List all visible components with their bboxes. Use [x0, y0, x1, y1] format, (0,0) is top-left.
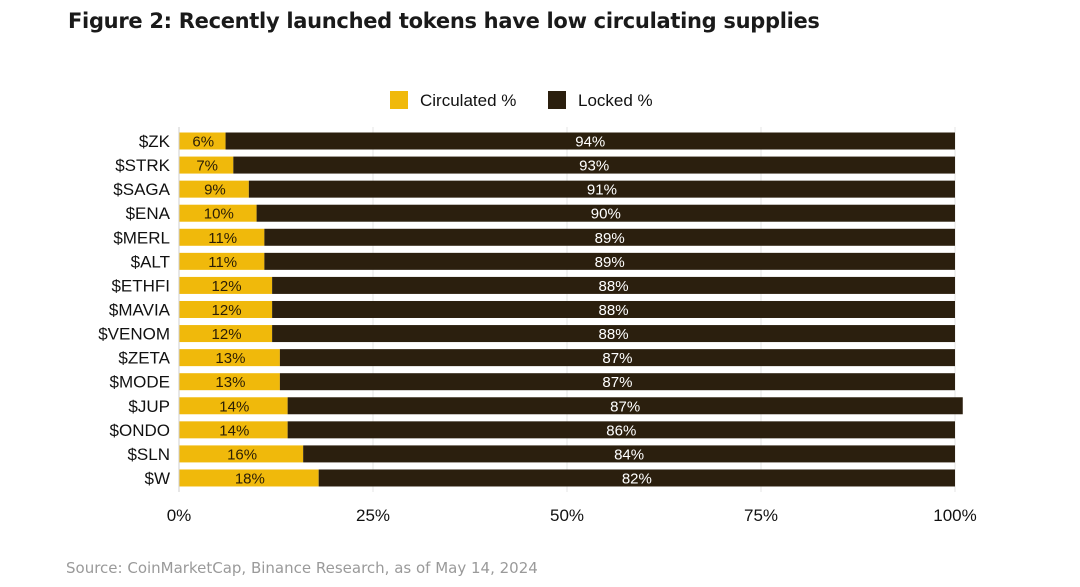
data-label-locked: 87%: [602, 374, 632, 391]
category-label: $MODE: [110, 373, 170, 392]
data-label-circulated: 14%: [219, 398, 249, 415]
data-label-circulated: 13%: [215, 374, 245, 391]
bar-circulated: [179, 300, 273, 318]
x-tick-label: 100%: [933, 506, 976, 525]
data-label-locked: 88%: [599, 302, 629, 319]
data-label-locked: 84%: [614, 446, 644, 463]
data-label-locked: 93%: [579, 158, 609, 175]
data-label-locked: 91%: [587, 182, 617, 199]
category-label: $W: [145, 469, 171, 488]
category-label: $ONDO: [110, 421, 170, 440]
category-label: $ALT: [131, 252, 170, 271]
category-label: $SAGA: [113, 180, 170, 199]
bar-locked: [264, 228, 955, 246]
data-label-circulated: 14%: [219, 422, 249, 439]
bar-circulated: [179, 469, 319, 487]
data-label-locked: 82%: [622, 470, 652, 487]
data-label-locked: 88%: [599, 326, 629, 343]
category-label: $VENOM: [98, 325, 170, 344]
data-label-circulated: 11%: [208, 230, 237, 247]
bar-circulated: [179, 445, 304, 463]
bar-locked: [248, 180, 956, 198]
bar-circulated: [179, 373, 280, 391]
data-label-circulated: 11%: [208, 254, 237, 271]
legend-label-circulated: Circulated %: [420, 91, 516, 110]
category-label: $MERL: [113, 228, 170, 247]
data-label-locked: 89%: [595, 254, 625, 271]
data-label-locked: 87%: [610, 398, 640, 415]
data-label-circulated: 12%: [212, 302, 242, 319]
legend-swatch-locked: [548, 91, 566, 109]
bar-circulated: [179, 397, 288, 415]
data-label-circulated: 9%: [204, 182, 226, 199]
bar-circulated: [179, 421, 288, 439]
bar-circulated: [179, 228, 265, 246]
data-label-locked: 89%: [595, 230, 625, 247]
category-label: $JUP: [128, 397, 170, 416]
data-label-locked: 88%: [599, 278, 629, 295]
bar-circulated: [179, 276, 273, 294]
bar-locked: [279, 349, 955, 367]
x-tick-label: 50%: [550, 506, 584, 525]
data-label-circulated: 10%: [204, 206, 234, 223]
data-label-locked: 87%: [602, 350, 632, 367]
data-label-locked: 90%: [591, 206, 621, 223]
bar-circulated: [179, 252, 265, 270]
category-label: $SLN: [127, 445, 170, 464]
bar-circulated: [179, 132, 226, 150]
bar-circulated: [179, 204, 257, 222]
category-label: $ENA: [126, 204, 171, 223]
category-label: $ZETA: [118, 349, 170, 368]
legend-label-locked: Locked %: [578, 91, 653, 110]
bar-locked: [272, 300, 955, 318]
bar-circulated: [179, 349, 280, 367]
category-label: $STRK: [115, 156, 170, 175]
data-label-circulated: 7%: [196, 158, 218, 175]
x-tick-label: 75%: [744, 506, 778, 525]
data-label-circulated: 18%: [235, 470, 265, 487]
bar-locked: [256, 204, 956, 222]
legend-swatch-circulated: [390, 91, 408, 109]
data-label-locked: 94%: [575, 134, 605, 151]
data-label-circulated: 16%: [227, 446, 257, 463]
bar-circulated: [179, 156, 234, 174]
data-label-circulated: 6%: [192, 134, 214, 151]
bar-locked: [225, 132, 955, 150]
data-label-locked: 86%: [606, 422, 636, 439]
category-label: $ZK: [139, 132, 171, 151]
x-tick-label: 0%: [167, 506, 192, 525]
bar-locked: [287, 421, 955, 439]
bar-circulated: [179, 325, 273, 343]
bar-locked: [233, 156, 955, 174]
category-label: $MAVIA: [109, 300, 171, 319]
bar-locked: [303, 445, 955, 463]
bar-locked: [272, 276, 955, 294]
data-label-circulated: 13%: [215, 350, 245, 367]
bar-circulated: [179, 180, 249, 198]
x-tick-label: 25%: [356, 506, 390, 525]
bar-locked: [264, 252, 955, 270]
source-note: Source: CoinMarketCap, Binance Research,…: [66, 559, 538, 577]
chart-title: Figure 2: Recently launched tokens have …: [68, 9, 820, 33]
bar-locked: [272, 325, 955, 343]
bar-locked: [279, 373, 955, 391]
bar-locked: [318, 469, 955, 487]
bar-locked: [287, 397, 963, 415]
data-label-circulated: 12%: [212, 326, 242, 343]
category-label: $ETHFI: [111, 276, 170, 295]
data-label-circulated: 12%: [212, 278, 242, 295]
